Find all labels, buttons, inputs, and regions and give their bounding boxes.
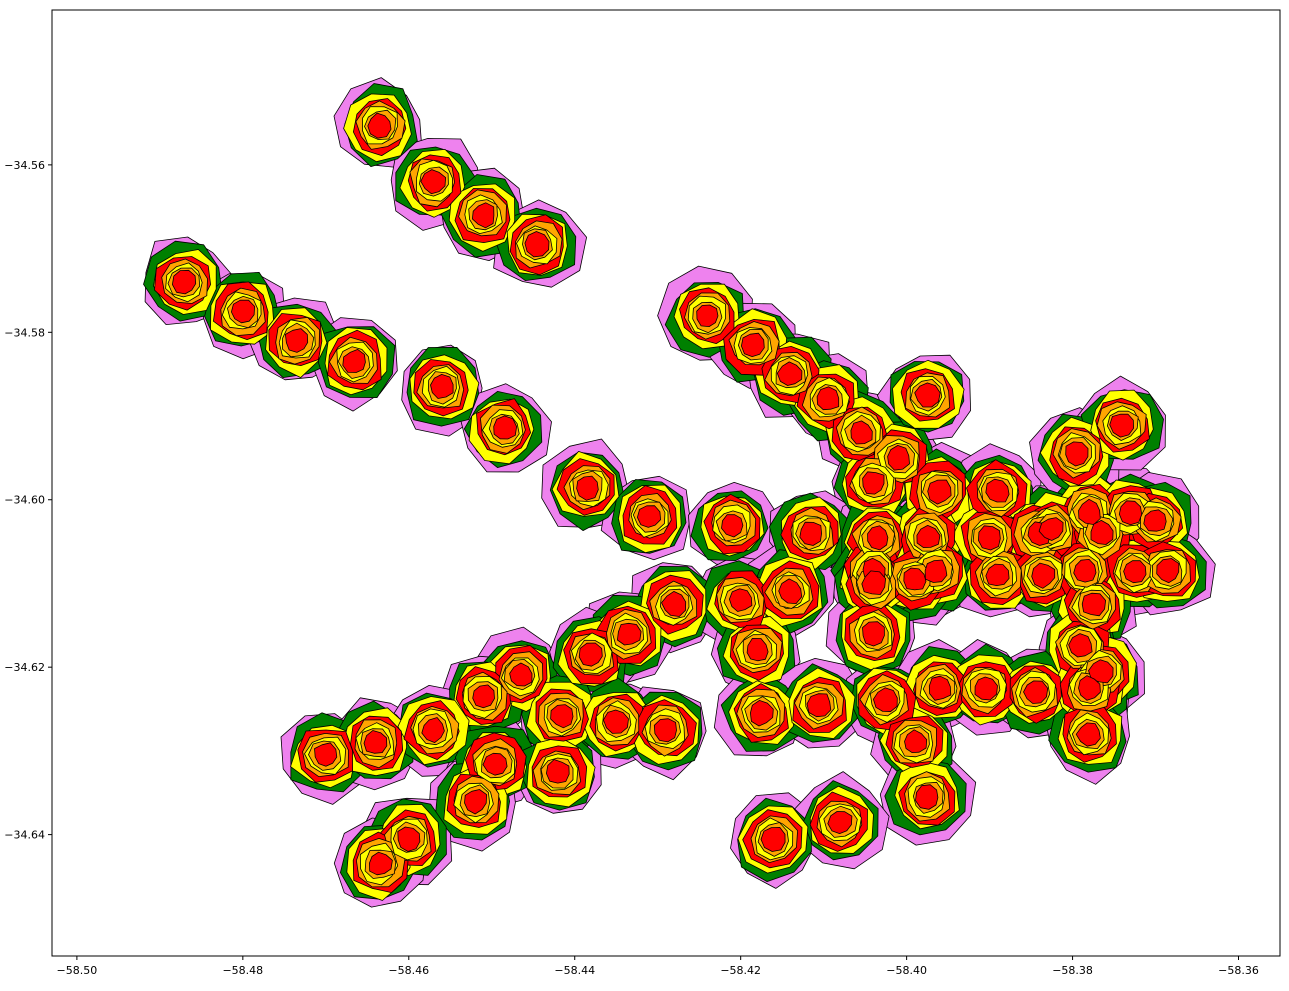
buffer-polygon bbox=[661, 591, 687, 617]
buffer-polygon bbox=[903, 567, 927, 591]
buffer-polygon bbox=[927, 479, 952, 505]
buffer-polygon bbox=[862, 471, 885, 495]
buffer-polygon bbox=[776, 361, 803, 386]
buffer-polygon bbox=[1075, 722, 1101, 747]
x-tick-label: −58.46 bbox=[388, 964, 429, 977]
buffer-polygon bbox=[471, 202, 495, 229]
buffer-polygon bbox=[924, 559, 948, 583]
y-axis: −34.56 −34.58 −34.60 −34.62 −34.64 bbox=[4, 159, 52, 842]
layer-ring-core bbox=[171, 112, 1180, 876]
buffer-polygon bbox=[637, 505, 661, 528]
buffer-polygon bbox=[904, 729, 928, 753]
buffer-polygon bbox=[1065, 441, 1089, 467]
buffer-polygon bbox=[284, 328, 309, 353]
buffer-polygon bbox=[862, 621, 885, 647]
y-tick-label: −34.64 bbox=[4, 829, 45, 842]
buffer-polygon bbox=[472, 684, 495, 709]
buffer-polygon bbox=[1078, 675, 1101, 701]
buffer-polygon bbox=[799, 521, 822, 546]
buffer-polygon bbox=[653, 718, 677, 743]
x-tick-label: −58.36 bbox=[1218, 964, 1259, 977]
buffer-polygon bbox=[314, 742, 338, 767]
buffer-polygon bbox=[741, 332, 765, 358]
buffer-polygon bbox=[778, 578, 803, 604]
buffer-polygon bbox=[827, 811, 853, 834]
buffer-polygon bbox=[915, 784, 939, 810]
buffer-polygon bbox=[696, 304, 719, 328]
buffer-polygon bbox=[1078, 498, 1101, 525]
buffer-polygon bbox=[363, 730, 388, 754]
buffer-polygon bbox=[985, 563, 1010, 586]
buffer-polygon bbox=[1123, 560, 1147, 584]
x-tick-label: −58.48 bbox=[222, 964, 263, 977]
buffer-polygon bbox=[576, 475, 599, 501]
buffer-polygon bbox=[342, 348, 366, 373]
buffer-polygon bbox=[546, 759, 570, 784]
buffer-polygon bbox=[397, 826, 421, 852]
x-tick-label: −58.40 bbox=[886, 964, 927, 977]
buffer-polygon bbox=[420, 169, 447, 195]
buffer-polygon bbox=[978, 525, 1001, 551]
buffer-polygon bbox=[1068, 633, 1093, 658]
buffer-polygon bbox=[721, 514, 744, 538]
buffer-polygon bbox=[916, 525, 941, 548]
buffer-polygon bbox=[1073, 559, 1097, 583]
buffer-polygon bbox=[760, 827, 786, 852]
buffer-polygon bbox=[914, 382, 941, 408]
y-tick-label: −34.60 bbox=[4, 494, 45, 507]
buffer-polygon bbox=[974, 676, 998, 701]
buffer-polygon bbox=[550, 704, 574, 729]
buffer-polygon bbox=[750, 700, 774, 727]
x-tick-label: −58.38 bbox=[1052, 964, 1093, 977]
buffer-polygon bbox=[1081, 592, 1106, 617]
buffer-polygon bbox=[985, 478, 1010, 503]
buffer-polygon bbox=[1118, 500, 1143, 526]
y-tick-label: −34.58 bbox=[4, 326, 45, 339]
buffer-polygon bbox=[861, 570, 886, 595]
buffer-polygon bbox=[1090, 520, 1114, 545]
buffer-polygon bbox=[746, 638, 769, 662]
buffer-polygon bbox=[430, 373, 454, 399]
buffer-polygon bbox=[806, 693, 832, 718]
buffer-polygon bbox=[509, 662, 533, 687]
buffer-polygon bbox=[867, 525, 889, 551]
buffer-polygon bbox=[816, 386, 840, 411]
buffer-polygon bbox=[1038, 517, 1064, 541]
buffer-polygon bbox=[368, 851, 393, 876]
buffer-polygon bbox=[367, 112, 392, 139]
buffer-polygon bbox=[482, 752, 508, 776]
buffer-polygon bbox=[617, 622, 642, 646]
y-tick-label: −34.62 bbox=[4, 661, 45, 674]
buffer-layers bbox=[143, 77, 1216, 908]
buffer-polygon bbox=[1088, 659, 1114, 684]
buffer-polygon bbox=[1156, 558, 1180, 584]
x-tick-label: −58.42 bbox=[720, 964, 761, 977]
buffer-polygon bbox=[421, 717, 445, 743]
buffer-polygon bbox=[873, 687, 898, 712]
buffer-polygon bbox=[493, 415, 517, 440]
buffer-polygon bbox=[603, 709, 629, 734]
plot-frame bbox=[51, 9, 1281, 957]
x-tick-label: −58.50 bbox=[57, 964, 98, 977]
x-tick-label: −58.44 bbox=[554, 964, 595, 977]
buffer-polygon bbox=[578, 642, 603, 667]
buffer-polygon bbox=[928, 675, 952, 701]
buffer-polygon bbox=[230, 299, 256, 324]
buffer-polygon bbox=[1143, 509, 1167, 532]
buffer-polygon bbox=[1109, 413, 1134, 438]
buffer-polygon bbox=[171, 269, 197, 295]
buffer-polygon bbox=[850, 420, 873, 445]
buffer-polygon bbox=[464, 789, 488, 815]
buffer-polygon bbox=[524, 231, 550, 258]
buffer-polygon bbox=[729, 588, 753, 612]
buffer-polygon bbox=[1031, 562, 1056, 589]
buffer-polygon bbox=[887, 444, 910, 471]
buffer-polygon bbox=[1023, 680, 1049, 704]
y-tick-label: −34.56 bbox=[4, 159, 45, 172]
x-axis: −58.50 −58.48 −58.46 −58.44 −58.42 −58.40 −58.… bbox=[57, 956, 1259, 977]
